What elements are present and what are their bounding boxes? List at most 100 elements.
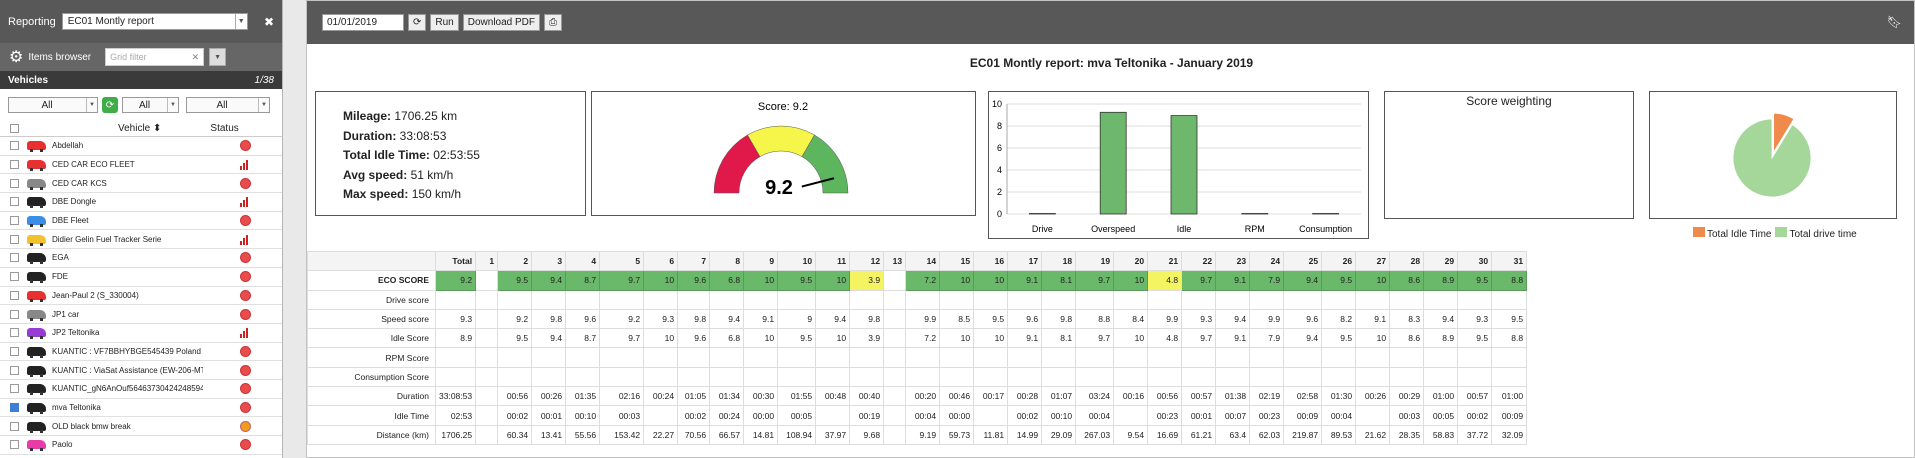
vehicle-row[interactable]: EGA bbox=[0, 249, 282, 268]
table-cell: 10 bbox=[1113, 328, 1149, 349]
vehicle-row[interactable]: KUANTIC : ViaSat Assistance (EW-206-MT) bbox=[0, 361, 282, 380]
filter-select-1[interactable]: All ▼ bbox=[8, 97, 98, 113]
vehicle-row[interactable]: DBE Dongle bbox=[0, 193, 282, 212]
vehicle-row[interactable]: Abdellah bbox=[0, 137, 282, 156]
table-cell bbox=[677, 289, 711, 310]
table-cell: 32.09 bbox=[1491, 424, 1528, 445]
table-cell: 8.9 bbox=[434, 328, 477, 349]
chevron-down-icon: ▼ bbox=[234, 14, 247, 29]
vehicle-checkbox[interactable] bbox=[10, 253, 19, 263]
table-row: Speed score 9.3 9.2 9.8 9.6 9.2 9.3 9.8 9.4 9.1 9 9… bbox=[307, 308, 1528, 330]
table-cell: 9.5 bbox=[973, 308, 1009, 330]
table-cell: 02:53 bbox=[434, 405, 477, 426]
table-cell: 00:05 bbox=[1423, 405, 1459, 426]
table-cell bbox=[849, 347, 885, 368]
grid-filter-input[interactable]: Grid filter ✕ bbox=[105, 48, 205, 66]
run-button[interactable]: Run bbox=[430, 14, 459, 31]
refresh-button[interactable]: ⟳ bbox=[408, 14, 427, 31]
vehicle-checkbox[interactable] bbox=[10, 440, 19, 450]
vehicle-checkbox[interactable] bbox=[10, 141, 19, 151]
filter-select-3[interactable]: All ▼ bbox=[186, 97, 270, 113]
filter-dropdown-button[interactable]: ▼ bbox=[209, 48, 227, 66]
table-cell: 61.21 bbox=[1181, 424, 1217, 445]
vehicle-row[interactable]: Jean-Paul 2 (S_330004) bbox=[0, 287, 282, 306]
table-cell: 10 bbox=[1113, 270, 1149, 291]
table-cell: 00:28 bbox=[1007, 386, 1043, 407]
close-icon[interactable]: ✖ bbox=[263, 14, 274, 29]
table-cell bbox=[1041, 289, 1077, 310]
select-all-checkbox[interactable] bbox=[10, 124, 19, 133]
vehicle-row[interactable]: JP1 car bbox=[0, 305, 282, 324]
car-icon bbox=[27, 272, 46, 284]
table-cell bbox=[883, 347, 907, 368]
vehicle-row[interactable]: CED CAR ECO FLEET bbox=[0, 156, 282, 175]
table-cell: 16.69 bbox=[1147, 424, 1183, 445]
bar bbox=[1312, 213, 1340, 215]
vehicle-name: CED CAR ECO FLEET bbox=[52, 160, 135, 170]
column-header: 28 bbox=[1389, 250, 1425, 272]
table-cell: 60.34 bbox=[497, 424, 533, 445]
column-status[interactable]: Status bbox=[210, 123, 239, 134]
vehicle-checkbox[interactable] bbox=[10, 346, 19, 356]
table-cell: 9.3 bbox=[1457, 308, 1493, 330]
table-row: Idle Time 02:53 00:02 00:01 00:10 00:03 00:02 0… bbox=[307, 405, 1528, 426]
table-cell bbox=[973, 366, 1009, 388]
filter-row: All ▼ ⟳ All ▼ All ▼ bbox=[0, 89, 282, 121]
column-header: 20 bbox=[1113, 250, 1149, 272]
vehicle-name: Jean-Paul 2 (S_330004) bbox=[52, 290, 139, 300]
car-icon bbox=[27, 178, 46, 190]
table-cell bbox=[1283, 366, 1323, 388]
x-tick-label: Idle bbox=[1177, 224, 1192, 234]
table-cell: 01:35 bbox=[565, 386, 601, 407]
column-vehicle[interactable]: Vehicle ⬍ bbox=[118, 123, 162, 134]
vehicle-checkbox[interactable] bbox=[10, 402, 19, 412]
table-cell bbox=[883, 289, 907, 310]
vehicle-row[interactable]: KUANTIC_gN6AnOuf5646373042424859424745 bbox=[0, 380, 282, 399]
vehicle-checkbox[interactable] bbox=[10, 272, 19, 282]
table-cell: 01:07 bbox=[1041, 386, 1077, 407]
vehicle-checkbox[interactable] bbox=[10, 309, 19, 319]
vehicle-checkbox[interactable] bbox=[10, 421, 19, 431]
vehicle-row[interactable]: DBE Fleet bbox=[0, 212, 282, 231]
table-cell: 00:24 bbox=[709, 405, 745, 426]
vehicle-checkbox[interactable] bbox=[10, 234, 19, 244]
vehicle-checkbox[interactable] bbox=[10, 197, 19, 207]
table-cell: 9.9 bbox=[1147, 308, 1183, 330]
table-cell bbox=[1283, 289, 1323, 310]
date-input[interactable]: 01/01/2019 bbox=[322, 14, 404, 31]
apply-filter-button[interactable]: ⟳ bbox=[102, 97, 118, 113]
table-cell: 9 bbox=[777, 308, 817, 330]
vehicle-row[interactable]: mva Teltonika bbox=[0, 399, 282, 418]
table-cell bbox=[565, 289, 601, 310]
status-stopped-icon bbox=[240, 345, 251, 357]
table-cell bbox=[1075, 289, 1115, 310]
column-header: 10 bbox=[777, 250, 817, 272]
vehicle-row[interactable]: JP2 Teltonika bbox=[0, 324, 282, 343]
download-pdf-button[interactable]: Download PDF bbox=[462, 14, 541, 31]
vehicle-checkbox[interactable] bbox=[10, 365, 19, 375]
row-label: RPM Score bbox=[307, 347, 436, 368]
vehicle-checkbox[interactable] bbox=[10, 160, 19, 170]
print-button[interactable]: ⎙ bbox=[544, 14, 563, 31]
clear-icon[interactable]: ✕ bbox=[191, 51, 200, 62]
gear-icon[interactable]: ⚙ bbox=[9, 49, 24, 66]
vehicle-checkbox[interactable] bbox=[10, 328, 19, 338]
table-cell: 9.4 bbox=[1215, 308, 1251, 330]
vehicle-row[interactable]: CED CAR KCS bbox=[0, 174, 282, 194]
vehicle-row[interactable]: KUANTIC : VF7BBHYBGE545439 Poland bbox=[0, 343, 282, 362]
vehicle-checkbox[interactable] bbox=[10, 384, 19, 394]
filter-select-2[interactable]: All ▼ bbox=[122, 97, 179, 113]
vehicle-checkbox[interactable] bbox=[10, 178, 19, 188]
vehicle-row[interactable]: Didier Gelin Fuel Tracker Serie bbox=[0, 230, 282, 250]
table-cell: 01:34 bbox=[709, 386, 745, 407]
vehicle-row[interactable]: OLD black bmw break bbox=[0, 417, 282, 436]
vehicle-checkbox[interactable] bbox=[10, 216, 19, 226]
vehicle-row[interactable]: Paolo bbox=[0, 436, 282, 455]
report-select[interactable]: EC01 Montly report ▼ bbox=[61, 13, 248, 30]
table-cell bbox=[1113, 366, 1149, 388]
vehicle-row[interactable]: FDE bbox=[0, 268, 282, 287]
bookmark-icon[interactable]: 🔖︎ bbox=[1886, 15, 1902, 29]
table-cell bbox=[475, 308, 499, 330]
table-cell bbox=[475, 405, 499, 426]
vehicle-checkbox[interactable] bbox=[10, 290, 19, 300]
